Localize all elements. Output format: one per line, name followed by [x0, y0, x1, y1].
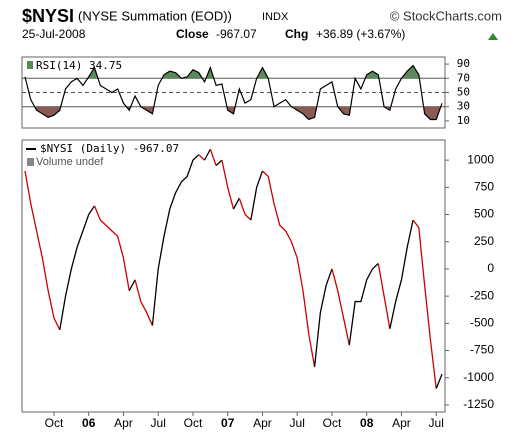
legend-icon: [27, 61, 33, 69]
x-tick-label: 08: [360, 416, 374, 430]
price-panel: [21, 139, 446, 413]
y-tick-label: 50: [457, 86, 470, 99]
price-line: [348, 263, 379, 346]
price-line: [221, 159, 235, 210]
price-line: [198, 154, 205, 161]
price-line: [238, 197, 252, 221]
y-tick-label: 0: [487, 261, 494, 275]
y-tick-label: 250: [474, 234, 494, 248]
price-line: [59, 205, 96, 330]
x-tick-label: Apr: [114, 416, 133, 430]
y-tick-label: 30: [457, 100, 470, 113]
exchange: INDX: [262, 11, 289, 23]
price-line: [377, 263, 391, 329]
price-line: [331, 268, 350, 346]
legend-label: $NYSI (Daily) -967.07: [40, 142, 179, 155]
y-tick-label: 70: [457, 71, 470, 84]
price-line: [389, 219, 414, 329]
price-line: [93, 205, 130, 291]
up-arrow: [488, 33, 498, 40]
y-tick-label: 750: [474, 179, 494, 193]
close-label: Close: [176, 27, 209, 41]
y-tick-label: 10: [457, 114, 470, 127]
x-tick-label: Apr: [253, 416, 272, 430]
y-tick-label: -1000: [463, 370, 494, 384]
x-tick-label: Jul: [290, 416, 305, 430]
x-tick-label: Oct: [45, 416, 64, 430]
close-value: -967.07: [216, 27, 257, 41]
price-line: [313, 268, 333, 367]
x-tick-label: 06: [82, 416, 96, 430]
rsi-line: [24, 64, 443, 121]
price-line: [151, 154, 200, 326]
chg-value: +36.89 (+3.67%): [316, 27, 405, 41]
date: 25-Jul-2008: [22, 27, 86, 41]
x-tick-label: Jul: [429, 416, 444, 430]
volume-icon: [27, 158, 34, 166]
symbol: $NYSI: [22, 6, 74, 26]
x-tick-label: 07: [221, 416, 235, 430]
volume-label: Volume undef: [36, 156, 104, 168]
price-line: [128, 279, 136, 291]
y-tick-label: -250: [470, 288, 494, 302]
y-tick-label: 500: [474, 207, 494, 221]
legend-label: RSI(14) 34.75: [36, 59, 122, 72]
x-tick-label: Oct: [323, 416, 342, 430]
price-line: [412, 219, 437, 389]
y-tick-label: -750: [470, 343, 494, 357]
price-line: [232, 197, 240, 210]
y-tick-label: 90: [457, 57, 470, 70]
x-tick-label: Oct: [184, 416, 203, 430]
price-line: [24, 170, 61, 331]
price-line: [250, 170, 264, 221]
price-line: [203, 148, 211, 161]
index-name: (NYSE Summation (EOD)): [78, 8, 232, 23]
source: © StockCharts.com: [390, 8, 502, 23]
y-tick-label: -500: [470, 315, 494, 329]
chg-label: Chg: [285, 27, 308, 41]
y-tick-label: 1000: [467, 152, 494, 166]
x-tick-label: Jul: [151, 416, 166, 430]
price-line: [262, 170, 316, 367]
price-line: [209, 149, 217, 166]
price-line: [134, 279, 154, 326]
price-line: [435, 373, 443, 389]
x-tick-label: Apr: [392, 416, 411, 430]
y-tick-label: -1250: [463, 397, 494, 411]
price-line: [215, 159, 223, 167]
